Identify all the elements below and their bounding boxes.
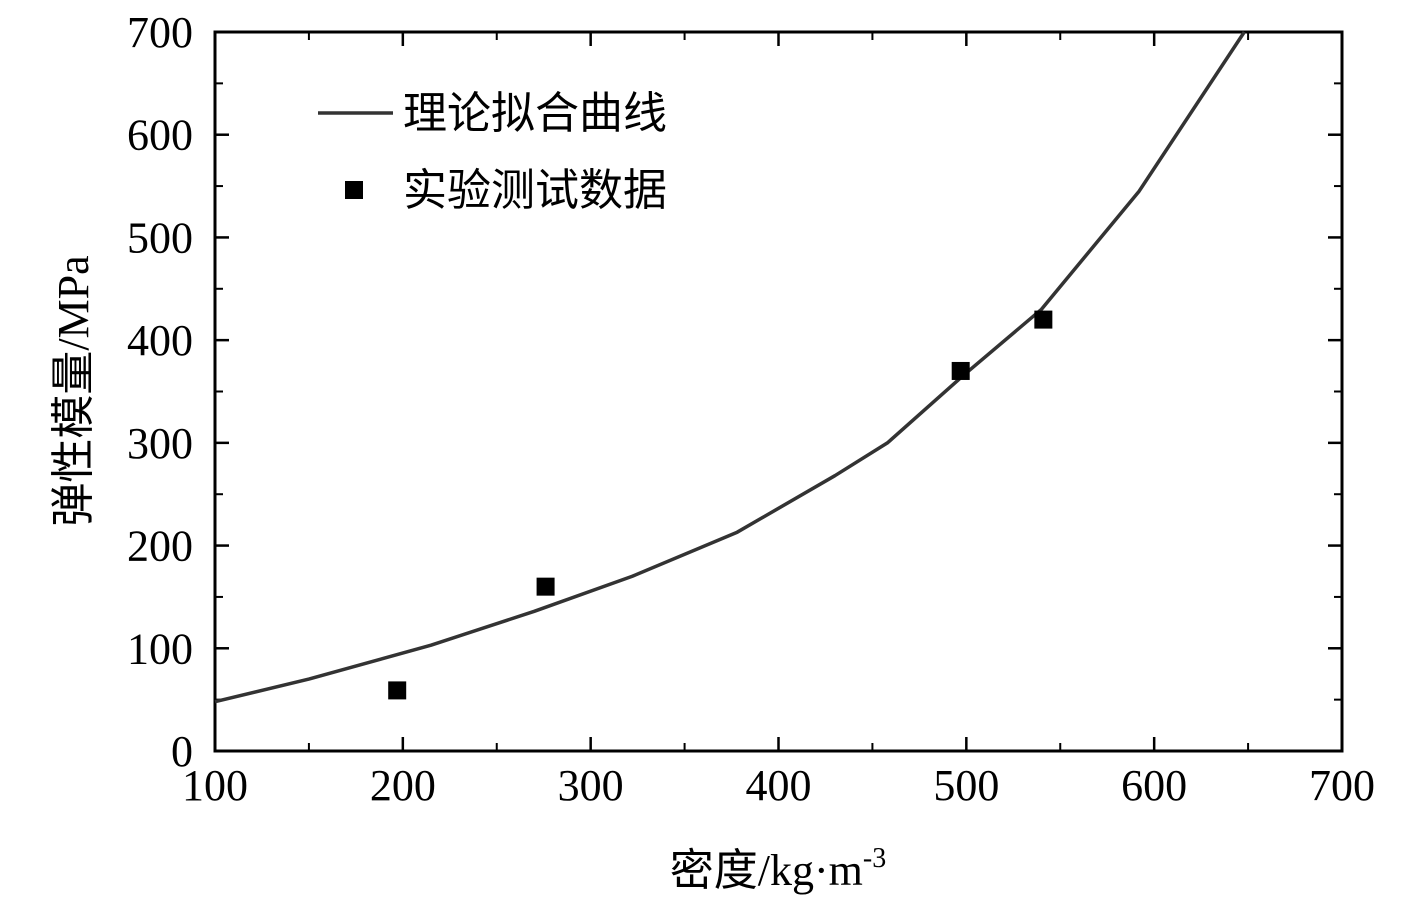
y-tick-label: 100: [127, 624, 193, 673]
x-axis-title-text: 密度/kg·m: [670, 846, 863, 895]
axis-titles: 密度/kg·m-3 弹性模量/MPa: [49, 255, 886, 895]
legend-label-fit: 理论拟合曲线: [403, 89, 667, 138]
x-tick-label: 700: [1309, 761, 1375, 810]
ticks-group: 100 200 300 400 500 600 7000100200300400500600…: [127, 8, 1375, 810]
x-axis-title: 密度/kg·m-3: [670, 843, 886, 895]
x-tick-label: 300: [558, 761, 624, 810]
y-tick-label: 300: [127, 419, 193, 468]
x-tick-label: 400: [746, 761, 812, 810]
y-axis-title: 弹性模量/MPa: [49, 255, 98, 526]
y-tick-label: 700: [127, 8, 193, 57]
plot-area: [214, 31, 1246, 704]
x-tick-label: 500: [933, 761, 999, 810]
legend-square-swatch: [345, 181, 363, 199]
x-axis-title-superscript: -3: [863, 843, 886, 874]
data-point-square: [1034, 310, 1053, 329]
x-tick-label: 200: [370, 761, 436, 810]
data-point-square: [536, 577, 555, 596]
y-tick-label: 0: [171, 727, 193, 776]
x-tick-label: 100: [182, 761, 248, 810]
fit-curve-line: [214, 31, 1246, 704]
data-point-square: [951, 361, 970, 380]
x-tick-label: 600: [1121, 761, 1187, 810]
data-point-square: [388, 681, 407, 700]
y-tick-label: 600: [127, 111, 193, 160]
y-tick-label: 200: [127, 522, 193, 571]
y-tick-label: 500: [127, 213, 193, 262]
y-tick-label: 400: [127, 316, 193, 365]
legend-label-data: 实验测试数据: [403, 166, 667, 215]
